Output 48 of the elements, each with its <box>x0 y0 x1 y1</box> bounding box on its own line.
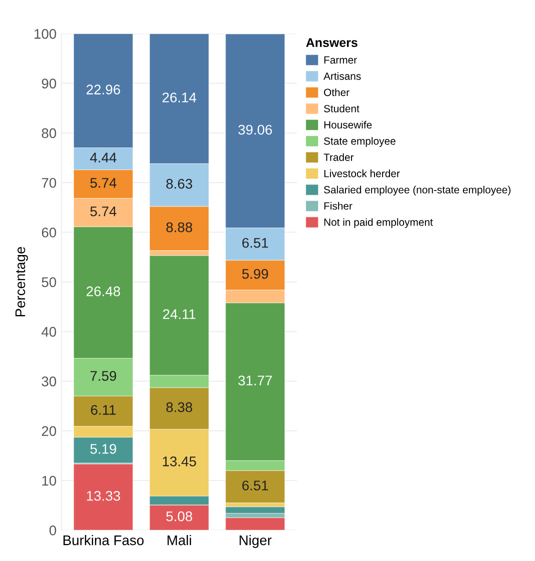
data-label: 26.14 <box>162 92 196 102</box>
x-tick-label: Mali <box>168 535 192 546</box>
data-label: 26.48 <box>86 286 120 296</box>
y-tick-label: 10 <box>42 476 56 486</box>
y-tick-label: 0 <box>49 525 56 536</box>
y-tick-label: 50 <box>42 277 56 288</box>
legend-label: Trader <box>324 153 354 161</box>
data-label: 6.51 <box>242 238 268 248</box>
legend-label: Salaried employee (non-state employee) <box>324 186 510 196</box>
data-label: 8.38 <box>166 402 192 412</box>
data-label: 7.59 <box>90 370 116 381</box>
data-label: 5.19 <box>90 444 116 454</box>
y-tick-label: 40 <box>42 326 56 337</box>
y-tick-label: 20 <box>42 426 56 436</box>
data-label: 13.45 <box>162 456 196 466</box>
data-label: 5.74 <box>90 178 116 188</box>
legend-label: State employee <box>324 137 396 147</box>
data-label: 5.08 <box>166 511 192 522</box>
data-label: 31.77 <box>238 376 272 386</box>
data-label: 22.96 <box>86 84 120 94</box>
legend-label: Artisans <box>324 72 361 80</box>
data-label: 24.11 <box>163 309 196 319</box>
legend-label: Other <box>324 88 350 96</box>
legend-label: Farmer <box>324 56 357 64</box>
data-label: 6.11 <box>90 405 116 415</box>
y-tick-label: 60 <box>42 228 56 238</box>
data-label: 6.51 <box>242 480 268 490</box>
x-tick-label: Niger <box>240 535 272 548</box>
data-label: 39.06 <box>238 124 272 135</box>
x-tick-label: Burkina Faso <box>64 535 144 546</box>
data-label: 4.44 <box>90 152 116 162</box>
data-label: 5.74 <box>90 206 116 216</box>
legend-label: Fisher <box>324 202 352 210</box>
data-label: 8.88 <box>166 222 192 232</box>
y-tick-label: 100 <box>34 28 56 39</box>
legend-label: Housewife <box>324 120 372 129</box>
legend-label: Livestock herder <box>324 170 400 178</box>
legend-label: Not in paid employment <box>324 218 433 228</box>
data-label: 13.33 <box>86 490 120 501</box>
y-tick-label: 30 <box>42 376 56 386</box>
legend-title: Answers <box>306 38 358 48</box>
data-label: 8.63 <box>166 178 192 189</box>
y-tick-label: 70 <box>42 178 56 188</box>
y-tick-label: 90 <box>42 78 56 88</box>
y-tick-label: 80 <box>42 128 56 138</box>
legend-label: Student <box>324 104 360 112</box>
y-axis-title: Percentage <box>16 247 28 316</box>
data-label: 5.99 <box>242 268 268 279</box>
